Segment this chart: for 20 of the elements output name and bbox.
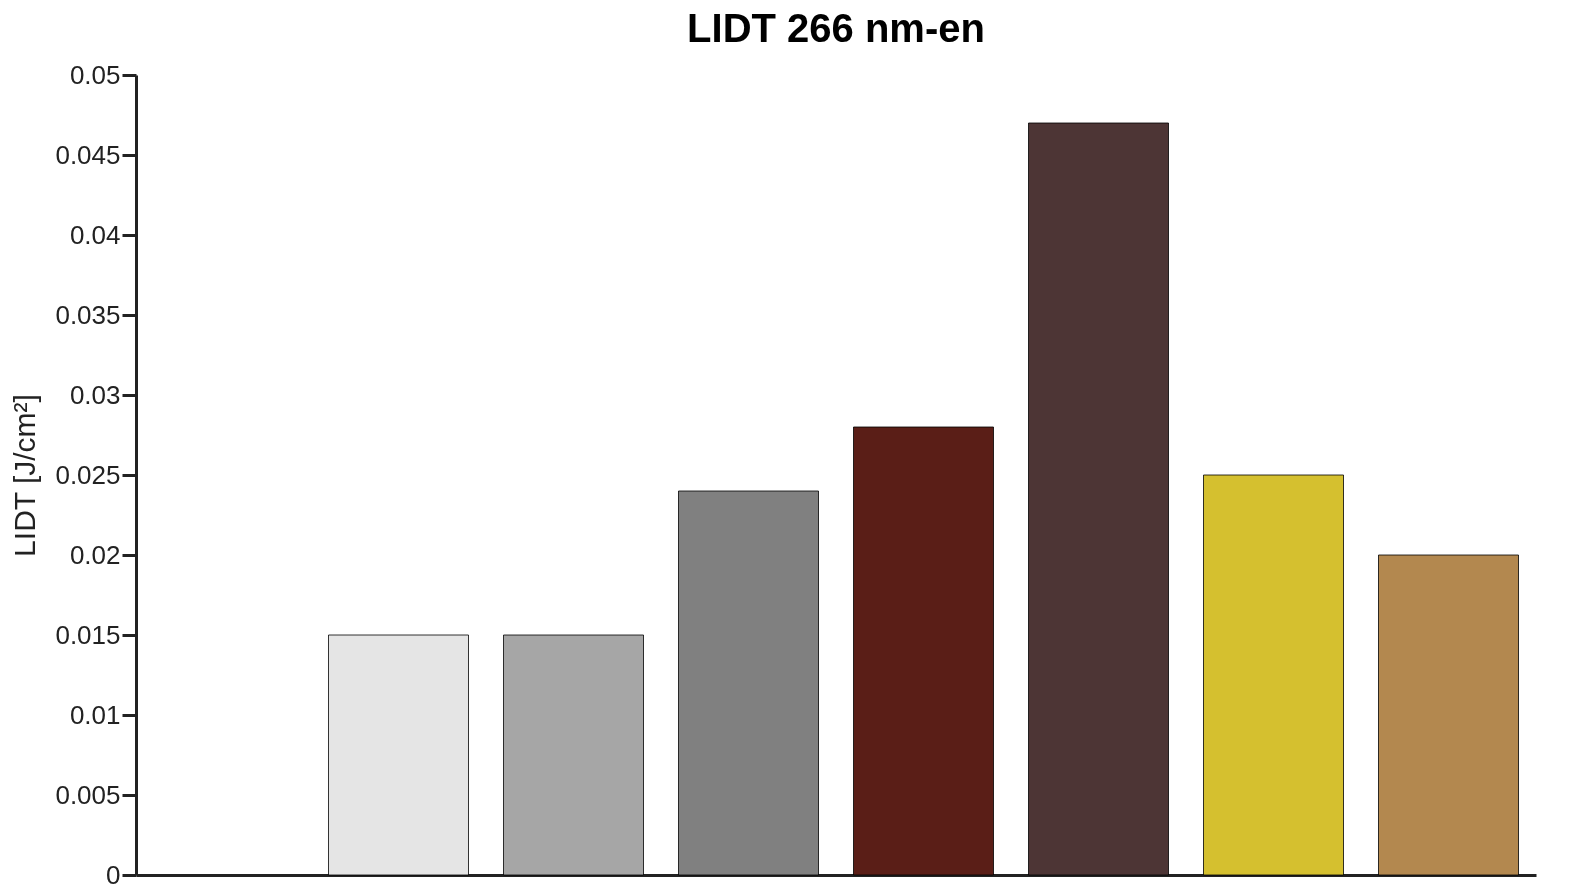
y-tick-label: 0.02 [69, 539, 121, 570]
y-tick-label: 0.045 [55, 139, 121, 170]
bar [1378, 554, 1519, 876]
bar [853, 426, 994, 876]
chart-title: LIDT 266 nm-en [687, 6, 985, 50]
y-tick-label: 0.01 [69, 699, 121, 730]
y-tick-label: 0.05 [69, 59, 121, 90]
y-tick-label: 0.005 [55, 779, 121, 810]
bar [503, 634, 644, 876]
y-tick-label: 0.04 [69, 219, 121, 250]
bar [678, 490, 819, 876]
y-tick-label: 0.03 [69, 379, 121, 410]
y-tick-label: 0.015 [55, 619, 121, 650]
y-tick-label: 0.035 [55, 299, 121, 330]
bar [1203, 474, 1344, 876]
bar [1028, 122, 1169, 876]
y-tick-label: 0.025 [55, 459, 121, 490]
y-axis-title: LIDT [J/cm²] [8, 394, 42, 557]
y-tick-label: 0 [106, 859, 121, 889]
bar [328, 634, 469, 876]
